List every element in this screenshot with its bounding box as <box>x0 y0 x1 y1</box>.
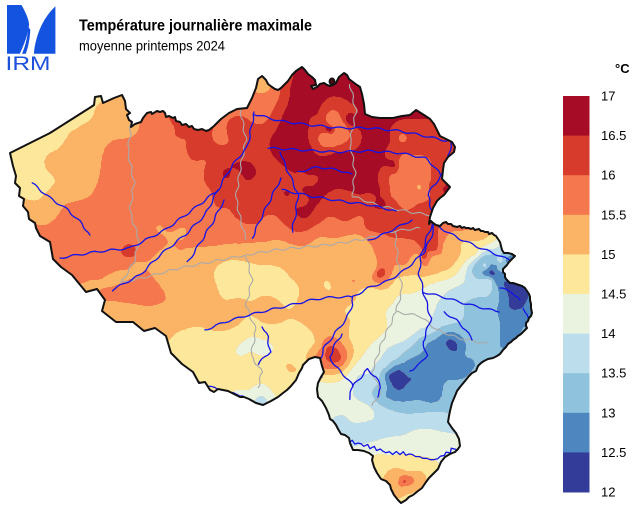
svg-text:moyenne printemps 2024: moyenne printemps 2024 <box>79 38 225 54</box>
svg-text:15.5: 15.5 <box>601 207 626 222</box>
svg-text:°C: °C <box>615 61 630 76</box>
svg-text:Température journalière maxima: Température journalière maximale <box>79 18 312 35</box>
svg-text:12.5: 12.5 <box>601 445 626 460</box>
svg-text:16.5: 16.5 <box>601 128 626 143</box>
svg-text:14: 14 <box>601 326 615 341</box>
svg-text:17: 17 <box>601 89 615 104</box>
svg-text:15: 15 <box>601 247 615 262</box>
svg-text:IRM: IRM <box>6 53 51 75</box>
svg-text:13: 13 <box>601 405 615 420</box>
svg-text:14.5: 14.5 <box>601 287 626 302</box>
svg-text:13.5: 13.5 <box>601 366 626 381</box>
svg-text:16: 16 <box>601 168 615 183</box>
svg-text:12: 12 <box>601 485 615 500</box>
